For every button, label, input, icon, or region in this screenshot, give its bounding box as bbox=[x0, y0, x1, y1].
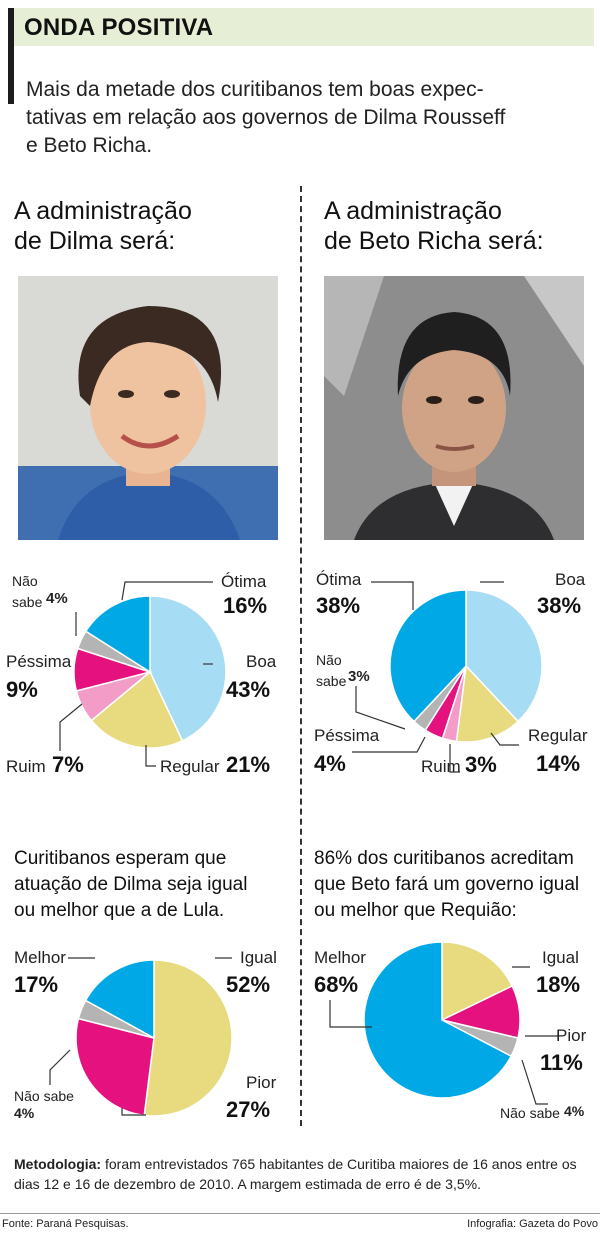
label-regular-beto: Regular bbox=[528, 726, 588, 745]
label-melhor-dilma-lula: Melhor bbox=[14, 948, 66, 967]
beto-requiao-pie bbox=[363, 941, 521, 1099]
leader-naosabe-beto-requiao bbox=[521, 1059, 548, 1105]
label-pior-dilma-lula: Pior bbox=[246, 1073, 277, 1092]
beto-pie bbox=[389, 589, 543, 743]
page-subtitle: Mais da metade dos curitibanos tem boas … bbox=[26, 78, 506, 157]
label-pior-beto-requiao: Pior bbox=[556, 1026, 587, 1045]
value-regular-beto: 14% bbox=[536, 751, 581, 776]
label-naosabe-beto: Não sabe bbox=[316, 652, 347, 689]
label-ruim-beto: Ruim bbox=[421, 757, 461, 776]
dilma-lula-slice-igual bbox=[143, 959, 233, 1117]
value-pessima-beto: 4% bbox=[314, 751, 346, 776]
value-otima-dilma: 16% bbox=[223, 593, 268, 618]
methodology-text: foram entrevistados 765 habitantes de Cu… bbox=[14, 1156, 577, 1192]
leader-naosabe-beto bbox=[355, 686, 406, 730]
label-boa-beto: Boa bbox=[555, 570, 586, 589]
leader-pior-dilma-lula bbox=[121, 1108, 146, 1116]
leader-ruim-dilma bbox=[59, 703, 83, 751]
value-ruim-dilma: 7% bbox=[52, 752, 84, 777]
value-boa-beto: 38% bbox=[537, 593, 582, 618]
footer-source: Fonte: Paraná Pesquisas. bbox=[2, 1218, 129, 1230]
label-regular-dilma: Regular bbox=[160, 757, 220, 776]
dilma-slice-ótima bbox=[84, 595, 151, 674]
label-naosabe-dilma-lula: Não sabe bbox=[14, 1088, 74, 1104]
label-igual-beto-requiao: Igual bbox=[542, 948, 579, 967]
footer-rule bbox=[0, 1213, 600, 1214]
beto-slice-regular bbox=[455, 664, 520, 743]
leader-regular-dilma bbox=[145, 745, 156, 767]
value-boa-dilma: 43% bbox=[226, 677, 271, 702]
value-igual-beto-requiao: 18% bbox=[536, 972, 581, 997]
beto-requiao-question: 86% dos curitibanos acreditam que Beto f… bbox=[314, 848, 580, 921]
value-naosabe-beto-requiao: 4% bbox=[564, 1103, 585, 1119]
header-rule bbox=[8, 8, 14, 104]
leader-ruim-beto bbox=[449, 744, 460, 773]
dilma-pie bbox=[73, 595, 227, 749]
leader-lines bbox=[49, 581, 558, 1116]
dilma-slice-boa bbox=[149, 595, 227, 742]
beto-slice-ótima bbox=[389, 589, 467, 723]
value-melhor-dilma-lula: 17% bbox=[14, 972, 59, 997]
leader-otima-dilma bbox=[121, 581, 213, 601]
dilma-lula-slice-pior bbox=[75, 1017, 155, 1117]
dilma-lula-slice-melhor bbox=[84, 959, 155, 1040]
beto-slice-boa bbox=[465, 589, 543, 723]
value-naosabe-beto: 3% bbox=[348, 668, 370, 685]
value-igual-dilma-lula: 52% bbox=[226, 972, 271, 997]
beto-requiao-slice-igual bbox=[441, 941, 514, 1022]
dilma-slice-regular bbox=[90, 670, 184, 749]
label-otima-dilma: Ótima bbox=[221, 572, 267, 591]
leader-naosabe-dilma-lula bbox=[49, 1049, 71, 1085]
label-naosabe-beto-requiao: Não sabe bbox=[500, 1105, 560, 1121]
value-pior-beto-requiao: 11% bbox=[540, 1050, 583, 1075]
leader-pessima-beto bbox=[352, 736, 426, 753]
value-pessima-dilma: 9% bbox=[6, 677, 38, 702]
beto-photo bbox=[324, 276, 584, 540]
value-naosabe-dilma: 4% bbox=[46, 590, 68, 607]
value-ruim-beto: 3% bbox=[465, 752, 497, 777]
label-naosabe-dilma: Não sabe bbox=[12, 573, 43, 610]
footer-credit: Infografia: Gazeta do Povo bbox=[467, 1218, 598, 1230]
label-melhor-beto-requiao: Melhor bbox=[314, 948, 366, 967]
dilma-lula-pie bbox=[75, 959, 233, 1117]
beto-requiao-slice-melhor bbox=[363, 941, 513, 1099]
value-pior-dilma-lula: 27% bbox=[226, 1097, 271, 1122]
dilma-section-title: A administração de Dilma será: bbox=[14, 197, 192, 255]
dilma-photo bbox=[18, 276, 278, 540]
leader-otima-beto bbox=[371, 581, 414, 610]
leader-melhor-beto-requiao bbox=[329, 1000, 372, 1028]
value-naosabe-dilma-lula: 4% bbox=[14, 1105, 35, 1121]
methodology-label: Metodologia: bbox=[14, 1156, 102, 1172]
label-ruim-dilma: Ruim bbox=[6, 757, 46, 776]
beto-section-title: A administração de Beto Richa será: bbox=[324, 197, 544, 255]
label-boa-dilma: Boa bbox=[246, 652, 277, 671]
value-regular-dilma: 21% bbox=[226, 752, 271, 777]
value-otima-beto: 38% bbox=[316, 593, 361, 618]
label-igual-dilma-lula: Igual bbox=[240, 948, 277, 967]
value-melhor-beto-requiao: 68% bbox=[314, 972, 359, 997]
header-bar bbox=[14, 8, 594, 46]
label-pessima-dilma: Péssima bbox=[6, 652, 72, 671]
label-pessima-beto: Péssima bbox=[314, 726, 380, 745]
methodology-note: Metodologia: foram entrevistados 765 hab… bbox=[14, 1154, 589, 1194]
label-otima-beto: Ótima bbox=[316, 570, 362, 589]
column-divider bbox=[300, 186, 302, 1126]
leader-regular-beto bbox=[490, 732, 519, 746]
page-title: ONDA POSITIVA bbox=[24, 14, 214, 41]
dilma-lula-question: Curitibanos esperam que atuação de Dilma… bbox=[14, 848, 248, 921]
